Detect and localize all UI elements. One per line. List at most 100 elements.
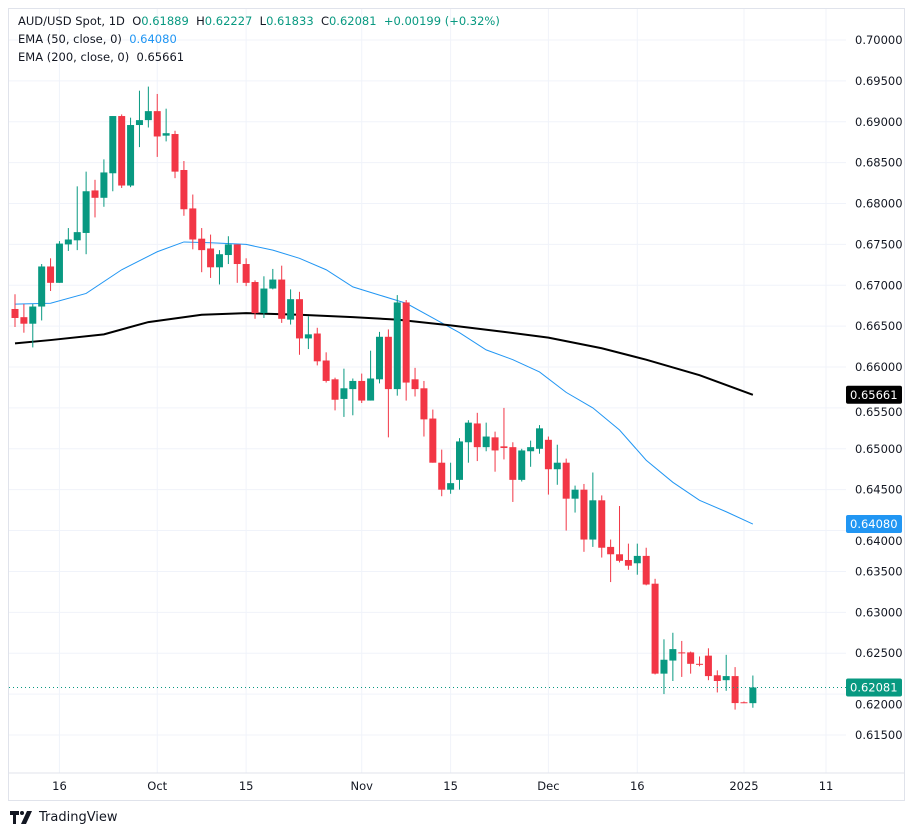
candle <box>251 280 259 319</box>
candle-body <box>713 675 721 681</box>
candle-body <box>607 546 615 555</box>
candle-body <box>651 583 659 674</box>
candle <box>100 159 108 207</box>
candle <box>473 412 481 462</box>
candle <box>722 654 730 691</box>
price-tick-label: 0.61500 <box>855 728 903 742</box>
candle-body <box>331 379 339 400</box>
time-tick-label: 16 <box>630 779 645 793</box>
candle <box>340 368 348 417</box>
candle <box>571 485 579 513</box>
close-label: C <box>320 14 329 28</box>
price-tick-label: 0.65500 <box>855 405 903 419</box>
candle <box>562 458 570 531</box>
symbol-title: AUD/USD Spot, 1D <box>18 14 125 28</box>
candle-body <box>260 288 268 314</box>
candle <box>242 258 250 287</box>
candle-body <box>233 244 241 265</box>
candle <box>420 380 428 437</box>
price-tick-label: 0.63500 <box>855 564 903 578</box>
candle <box>29 304 37 348</box>
candle-body <box>527 447 535 452</box>
ema50-price-label-bg <box>846 515 902 534</box>
candle-body <box>740 702 748 704</box>
candle <box>589 472 597 547</box>
candle-body <box>340 388 348 399</box>
candle-body <box>411 379 419 390</box>
candle-body <box>278 279 286 319</box>
candle-body <box>127 125 135 186</box>
candle <box>215 250 223 285</box>
candle <box>598 495 606 558</box>
candle-body <box>536 428 544 449</box>
candle-body <box>215 254 223 268</box>
price-tick-label: 0.64000 <box>855 534 903 548</box>
price-tick-label: 0.65000 <box>855 442 903 456</box>
candle-body <box>180 169 188 210</box>
candle <box>527 440 535 467</box>
candle-body <box>420 388 428 420</box>
candle <box>135 90 143 148</box>
ema200-label: EMA (200, close, 0) <box>18 50 130 64</box>
time-tick-label: Oct <box>147 779 167 793</box>
ema50-legend[interactable]: EMA (50, close, 0) 0.64080 <box>18 32 177 46</box>
candle-body <box>598 500 606 548</box>
candle-body <box>358 380 366 401</box>
tradingview-logo[interactable]: TradingView <box>10 810 118 825</box>
symbol-legend: AUD/USD Spot, 1D O0.61889 H0.62227 L0.61… <box>18 14 500 28</box>
price-axis: 0.70000 0.69500 0.69000 0.68500 0.68000 0.675… <box>855 33 903 742</box>
candles <box>11 86 757 710</box>
time-tick-label: 16 <box>52 779 67 793</box>
candle <box>91 179 99 218</box>
low-label: L <box>259 14 267 28</box>
candle-body <box>100 172 108 198</box>
candle-body <box>589 500 597 540</box>
candle-body <box>189 208 197 240</box>
candle <box>162 108 170 142</box>
candle-body <box>473 423 481 448</box>
candle-body <box>562 462 570 499</box>
candle <box>287 289 295 325</box>
candle <box>207 234 215 278</box>
price-tick-label: 0.68000 <box>855 197 903 211</box>
ema200-legend[interactable]: EMA (200, close, 0) 0.65661 <box>18 50 184 64</box>
ema200-value: 0.65661 <box>136 50 185 64</box>
price-tick-label: 0.64500 <box>855 483 903 497</box>
candle-body <box>447 483 455 490</box>
candle-body <box>491 437 499 451</box>
close-value: 0.62081 <box>328 14 377 28</box>
candle <box>393 295 401 396</box>
candle-body <box>153 111 161 137</box>
candle <box>704 648 712 681</box>
tradingview-brand: TradingView <box>39 810 118 825</box>
candle-body <box>91 190 99 198</box>
candle <box>118 114 126 188</box>
candle <box>224 236 232 265</box>
candle-body <box>47 266 55 283</box>
price-tick-label: 0.70000 <box>855 33 903 47</box>
candle-body <box>322 360 330 381</box>
candle <box>367 350 375 401</box>
candle <box>553 444 561 485</box>
candle <box>358 373 366 404</box>
candle-body <box>722 676 730 681</box>
price-tick-label: 0.62000 <box>855 697 903 711</box>
candle-body <box>482 436 490 448</box>
candle <box>153 93 161 157</box>
candle <box>64 228 72 251</box>
candle <box>20 304 28 333</box>
last-price-label-bg <box>846 678 902 697</box>
candle <box>55 241 63 283</box>
candle-body <box>82 191 90 233</box>
candle-body <box>375 336 383 380</box>
price-tick-label: 0.62500 <box>855 646 903 660</box>
candle-body <box>696 663 704 665</box>
candle <box>509 442 517 502</box>
candle-body <box>660 659 668 674</box>
price-tick-label: 0.66500 <box>855 319 903 333</box>
price-tick-label: 0.66000 <box>855 360 903 374</box>
time-tick-label: 15 <box>239 779 254 793</box>
candle-body <box>349 380 357 390</box>
candle-body <box>11 308 19 318</box>
